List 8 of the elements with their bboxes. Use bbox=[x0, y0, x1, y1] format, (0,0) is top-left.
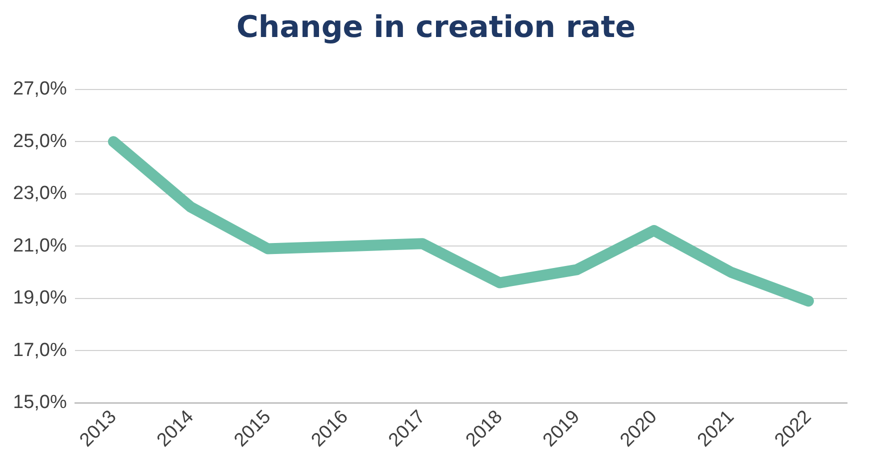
y-tick-label: 27,0% bbox=[13, 78, 67, 100]
chart-title: Change in creation rate bbox=[235, 10, 637, 45]
y-tick-label: 21,0% bbox=[13, 235, 67, 256]
y-tick-label: 23,0% bbox=[13, 183, 67, 204]
y-tick-label: 25,0% bbox=[13, 130, 67, 152]
y-tick-label: 19,0% bbox=[13, 288, 67, 309]
y-tick-label: 17,0% bbox=[13, 340, 67, 361]
y-tick-label: 15,0% bbox=[13, 392, 67, 414]
